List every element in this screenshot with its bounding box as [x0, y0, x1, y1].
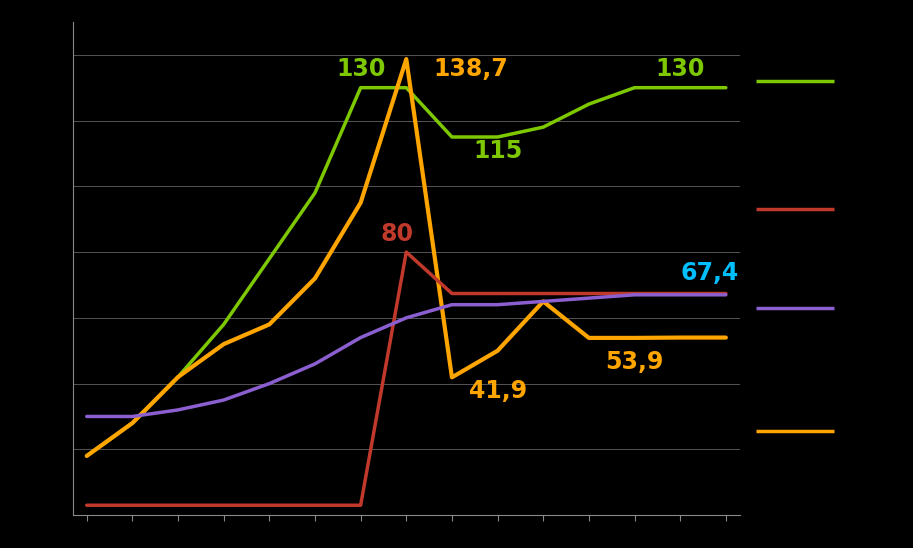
- Text: 130: 130: [656, 57, 705, 81]
- Text: 41,9: 41,9: [468, 379, 527, 403]
- Text: 130: 130: [336, 57, 385, 81]
- Text: 67,4: 67,4: [680, 261, 739, 285]
- Text: 53,9: 53,9: [605, 350, 664, 374]
- Text: 80: 80: [381, 221, 414, 246]
- Text: 138,7: 138,7: [434, 57, 509, 81]
- Text: 115: 115: [473, 139, 522, 163]
